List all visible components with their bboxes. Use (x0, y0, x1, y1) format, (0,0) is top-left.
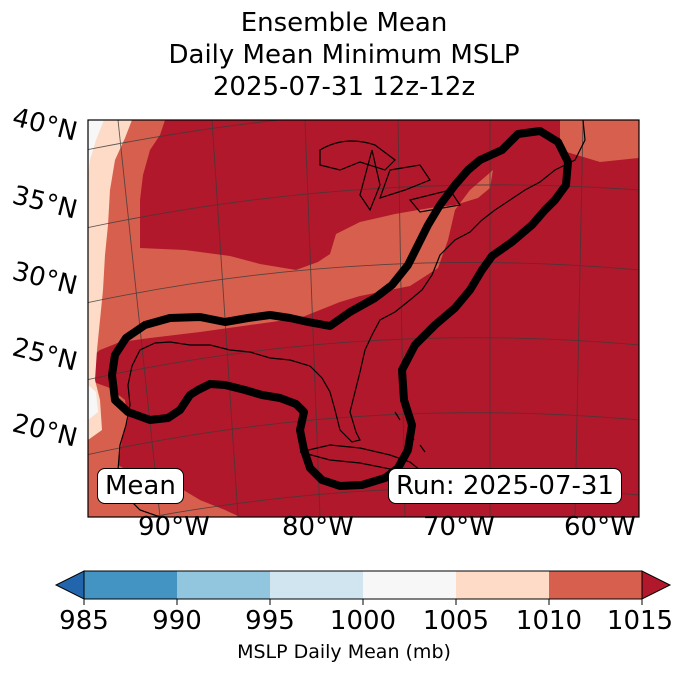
map-panel (88, 120, 639, 517)
run-date-badge: Run: 2025-07-31 (388, 468, 622, 504)
lon-label-80w: 80°W (282, 512, 354, 542)
colorbar-tick-1010: 1010 (515, 606, 583, 636)
east-coastline (117, 120, 586, 517)
colorbar-label: MSLP Daily Mean (mb) (237, 641, 451, 663)
title-line-3: 2025-07-31 12z-12z (212, 72, 476, 102)
lon-label-70w: 70°W (423, 512, 495, 542)
colorbar-extend-high (641, 570, 672, 600)
colorbar-segment-1005-1010 (456, 571, 549, 599)
colorbar-tick-995: 995 (245, 606, 295, 636)
coastlines (117, 120, 586, 517)
colorbar-tick-1005: 1005 (422, 606, 490, 636)
lon-label-90w: 90°W (138, 512, 210, 542)
map-frame (87, 119, 640, 518)
colorbar-tick-1000: 1000 (329, 606, 397, 636)
mean-badge: Mean (97, 468, 184, 504)
title-line-2: Daily Mean Minimum MSLP (168, 40, 520, 70)
colorbar-tick-990: 990 (152, 606, 202, 636)
title-line-1: Ensemble Mean (240, 8, 448, 38)
fill-band-1005-1010 (88, 120, 132, 440)
colorbar (54, 570, 672, 605)
colorbar-segment-990-995 (177, 571, 270, 599)
colorbar-tick-1015: 1015 (606, 606, 674, 636)
fill-band-1000-1005 (88, 120, 104, 420)
ensemble-mean-contour (108, 127, 572, 490)
lon-label-60w: 60°W (564, 512, 636, 542)
colorbar-segment-985-990 (84, 571, 177, 599)
colorbar-extend-low (54, 570, 85, 600)
colorbar-segment-995-1000 (270, 571, 363, 599)
fill-band-1010-1015-west (88, 120, 493, 360)
colorbar-tick-985: 985 (59, 606, 109, 636)
cuba-coastline (299, 444, 422, 471)
colorbar-segment-1000-1005 (363, 571, 456, 599)
colorbar-segment-1010-1015 (549, 571, 642, 599)
great-lakes-coastline (319, 140, 462, 213)
